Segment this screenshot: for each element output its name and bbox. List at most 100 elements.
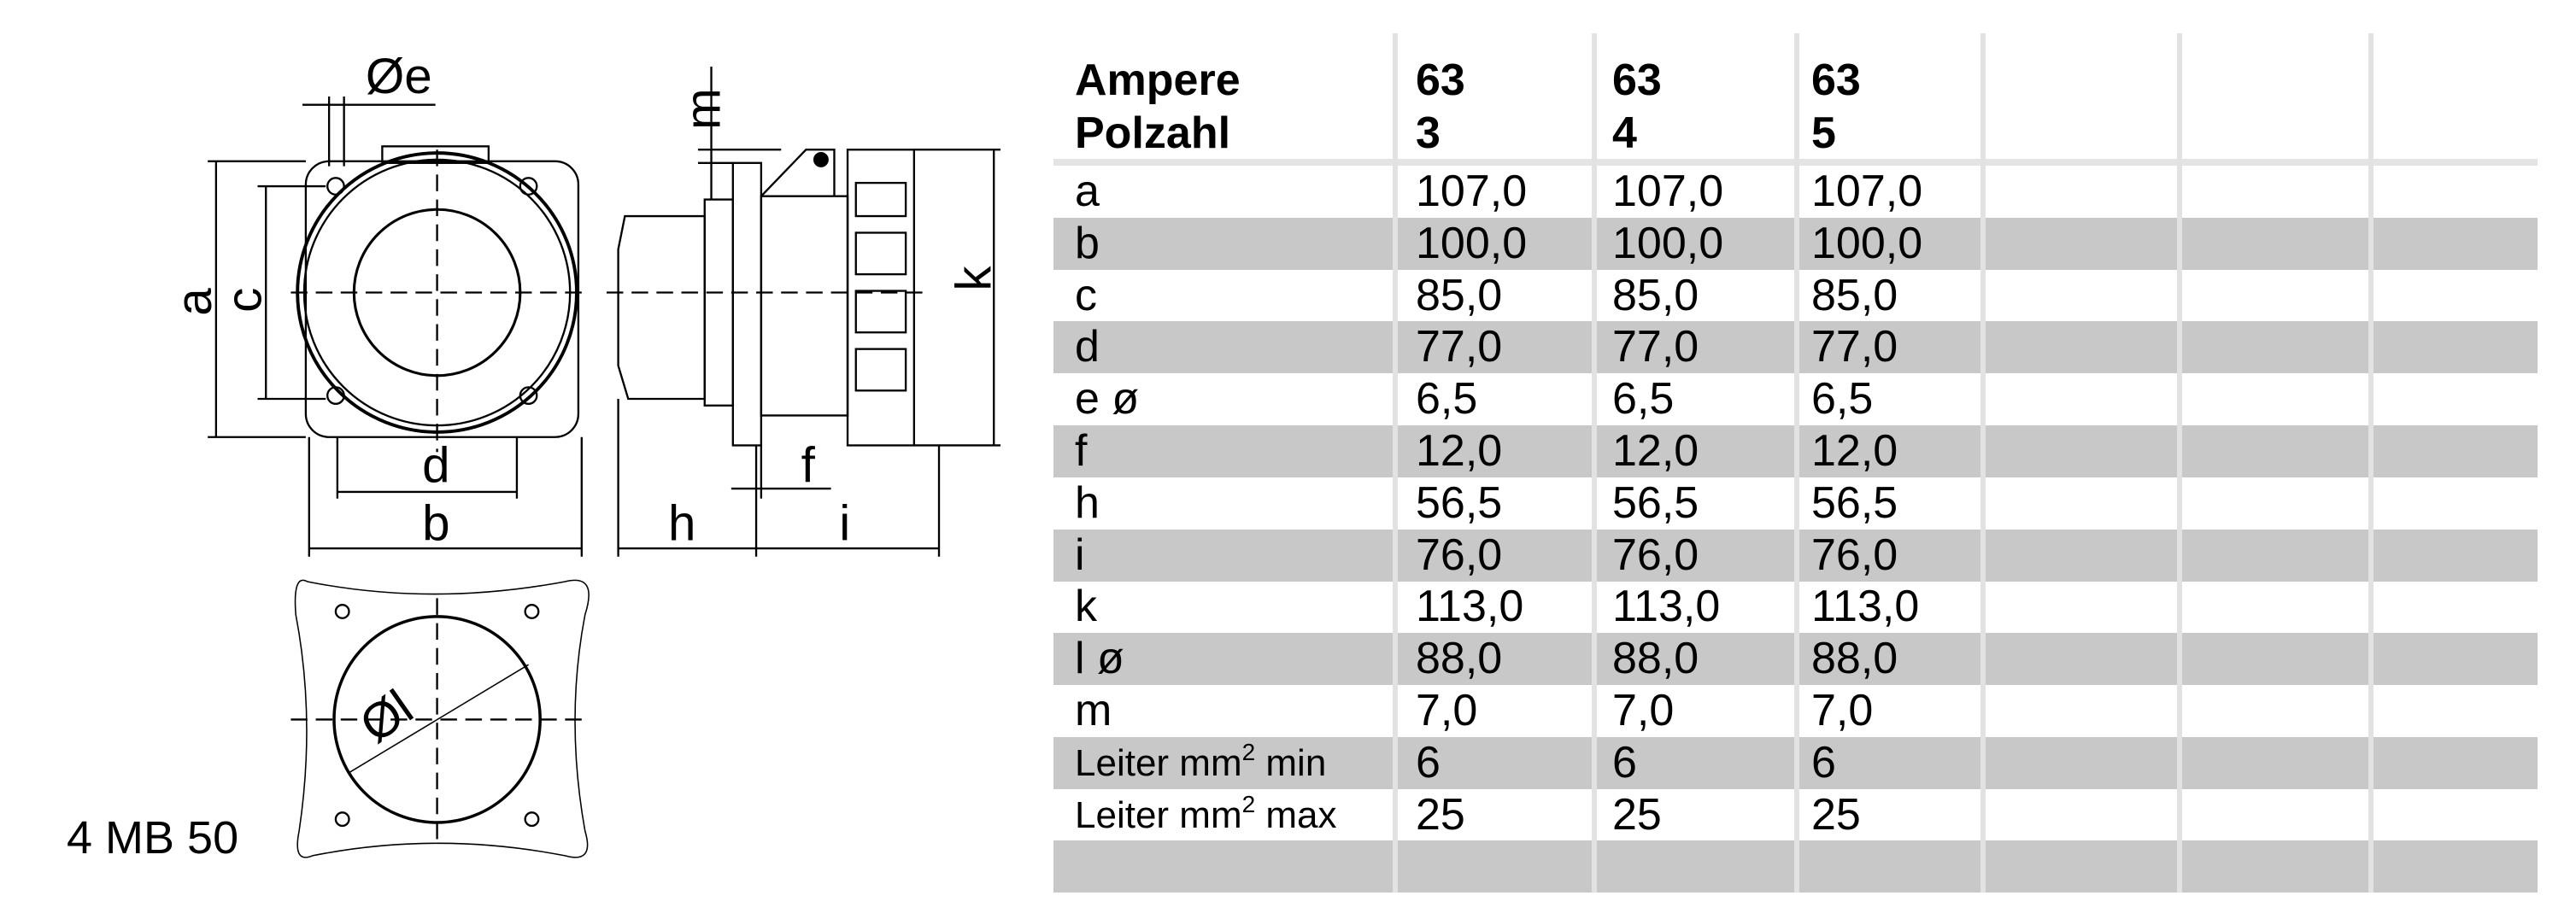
header-ampere-2: 63: [1612, 56, 1662, 105]
table-row: e ø 6,5 6,5 6,5: [1053, 373, 2538, 425]
value-cell: 7,0: [1612, 686, 1675, 735]
column-divider: [2177, 33, 2182, 893]
side-view: [606, 66, 1000, 557]
row-label-text: m: [1075, 686, 1112, 735]
value-cell: 7,0: [1416, 686, 1478, 735]
dimension-table: Ampere Polzahl 63 3 63 4 63 5 a 107,0 107,…: [1053, 0, 2538, 919]
column-divider: [1592, 33, 1597, 893]
value-cell: 12,0: [1416, 426, 1503, 476]
label-b: b: [422, 495, 449, 551]
value-cell: 25: [1612, 789, 1662, 840]
table-row: h 56,5 56,5 56,5: [1053, 477, 2538, 530]
value-cell: 88,0: [1612, 634, 1699, 684]
value-cell: 56,5: [1811, 477, 1898, 528]
label-a: a: [167, 288, 222, 316]
value-cell: 6,5: [1416, 374, 1478, 424]
value-cell: 107,0: [1612, 167, 1724, 216]
row-label-text: a: [1075, 167, 1100, 216]
superscript: 2: [1241, 738, 1256, 765]
value-cell: 6,5: [1811, 374, 1874, 424]
table-row: a 107,0 107,0 107,0: [1053, 166, 2538, 218]
row-label: e ø: [1075, 373, 1139, 425]
front-view: [208, 96, 585, 557]
row-label-text: Leiter mm: [1075, 741, 1242, 784]
value-cell: 77,0: [1416, 322, 1503, 372]
row-label-text: c: [1075, 270, 1097, 320]
table-row: m 7,0 7,0 7,0: [1053, 685, 2538, 737]
header-polzahl-3: 5: [1811, 108, 1836, 158]
row-label: k: [1075, 581, 1097, 633]
value-cell: 76,0: [1811, 530, 1898, 580]
row-label: h: [1075, 477, 1100, 530]
value-cell: 88,0: [1416, 634, 1503, 684]
value-cell: 88,0: [1811, 634, 1898, 684]
value-cell: 100,0: [1811, 218, 1923, 268]
label-m: m: [675, 88, 731, 130]
label-c: c: [216, 288, 272, 313]
header-ampere-3: 63: [1811, 56, 1861, 105]
row-label: Leiter mm2 max: [1075, 789, 1337, 841]
label-i: i: [839, 495, 850, 551]
label-d: d: [422, 437, 449, 493]
value-cell: 85,0: [1811, 270, 1898, 320]
column-divider: [1980, 33, 1986, 893]
row-label: c: [1075, 270, 1097, 322]
value-cell: 76,0: [1416, 530, 1503, 580]
technical-drawing: Øe a c d b m k h f i Øl: [167, 49, 1001, 858]
row-label-text: l ø: [1075, 634, 1124, 684]
value-cell: 113,0: [1612, 582, 1721, 632]
value-cell: 56,5: [1612, 477, 1699, 528]
value-cell: 12,0: [1612, 426, 1699, 476]
value-cell: 100,0: [1416, 218, 1528, 268]
value-cell: 56,5: [1416, 477, 1503, 528]
row-label: a: [1075, 166, 1100, 218]
panel-cutout-view: [290, 579, 590, 858]
column-divider: [2368, 33, 2374, 893]
row-label-text: k: [1075, 582, 1097, 632]
row-label-text: h: [1075, 477, 1100, 528]
row-label-text: e ø: [1075, 374, 1140, 424]
value-cell: 85,0: [1416, 270, 1503, 320]
label-k: k: [946, 266, 1001, 291]
value-cell: 76,0: [1612, 530, 1699, 580]
row-label: f: [1075, 425, 1087, 477]
value-cell: 85,0: [1612, 270, 1699, 320]
value-cell: 6: [1811, 737, 1836, 787]
header-polzahl-2: 4: [1612, 108, 1637, 158]
superscript: 2: [1241, 790, 1256, 817]
row-label-text: Leiter mm: [1075, 793, 1242, 836]
table-row: c 85,0 85,0 85,0: [1053, 270, 2538, 322]
value-cell: 100,0: [1612, 218, 1724, 268]
value-cell: 107,0: [1416, 167, 1528, 216]
value-cell: 12,0: [1811, 426, 1898, 476]
column-divider: [1794, 33, 1799, 893]
model-number: 4 MB 50: [67, 812, 239, 863]
label-e: Øe: [366, 49, 432, 104]
header-ampere-label: Ampere: [1075, 56, 1241, 105]
dimension-labels: Øe a c d b m k h f i Øl: [167, 49, 1001, 753]
value-cell: 25: [1811, 789, 1861, 840]
row-label-text: i: [1075, 530, 1085, 580]
value-cell: 6: [1612, 737, 1637, 787]
table-row: Leiter mm2 max 25 25 25: [1053, 789, 2538, 841]
value-cell: 113,0: [1811, 582, 1920, 632]
value-cell: 6: [1416, 737, 1441, 787]
row-label-suffix: min: [1255, 741, 1327, 784]
value-cell: 6,5: [1612, 374, 1675, 424]
row-label-text: d: [1075, 322, 1100, 372]
row-label: l ø: [1075, 633, 1124, 685]
value-cell: 107,0: [1811, 167, 1923, 216]
row-label: Leiter mm2 min: [1075, 737, 1326, 789]
value-cell: 113,0: [1416, 582, 1524, 632]
row-label-text: b: [1075, 218, 1100, 268]
header-polzahl-label: Polzahl: [1075, 108, 1231, 158]
row-label-suffix: max: [1255, 793, 1337, 836]
header-ampere-1: 63: [1416, 56, 1465, 105]
label-h: h: [668, 495, 695, 551]
row-label-text: f: [1075, 426, 1088, 476]
row-label: i: [1075, 530, 1085, 582]
column-divider: [1393, 33, 1398, 893]
value-cell: 77,0: [1612, 322, 1699, 372]
value-cell: 77,0: [1811, 322, 1898, 372]
label-f: f: [801, 437, 816, 493]
